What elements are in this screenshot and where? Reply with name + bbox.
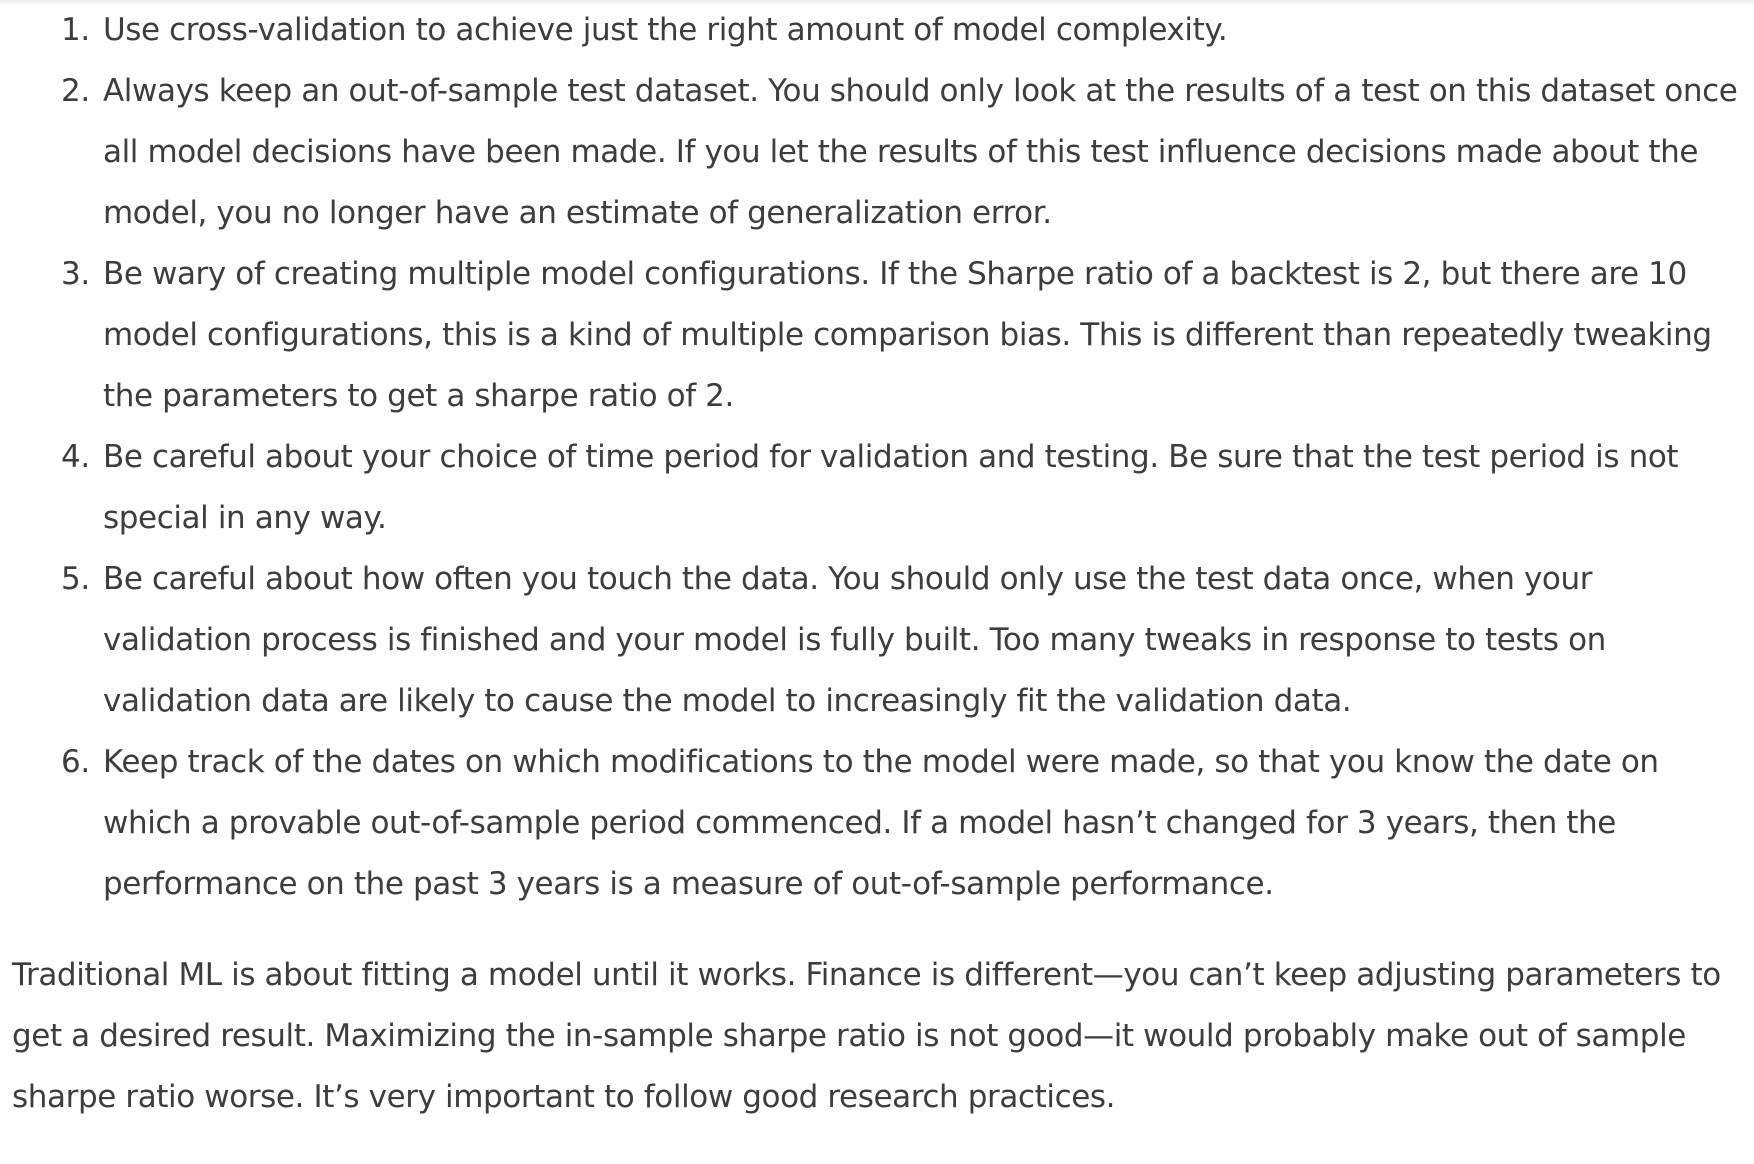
- list-item-text: Keep track of the dates on which modific…: [103, 744, 1659, 902]
- list-item-number: 5.: [61, 561, 90, 597]
- list-item-text: Always keep an out-of-sample test datase…: [103, 73, 1738, 231]
- research-practices-list: 1. Use cross-validation to achieve just …: [12, 0, 1742, 915]
- list-item: 2. Always keep an out-of-sample test dat…: [12, 61, 1742, 244]
- article-content: 1. Use cross-validation to achieve just …: [12, 0, 1742, 1128]
- list-item-text: Be careful about how often you touch the…: [103, 561, 1606, 719]
- list-item-text: Be careful about your choice of time per…: [103, 439, 1679, 536]
- list-item-text: Be wary of creating multiple model confi…: [103, 256, 1712, 414]
- list-item: 6. Keep track of the dates on which modi…: [12, 732, 1742, 915]
- list-item: 5. Be careful about how often you touch …: [12, 549, 1742, 732]
- list-item-number: 6.: [61, 744, 90, 780]
- list-item-number: 2.: [61, 73, 90, 109]
- top-edge-shadow: [0, 0, 1754, 6]
- summary-paragraph: Traditional ML is about fitting a model …: [12, 957, 1721, 1115]
- list-item-number: 3.: [61, 256, 90, 292]
- list-item: 1. Use cross-validation to achieve just …: [12, 0, 1742, 61]
- list-item-number: 4.: [61, 439, 90, 475]
- list-item: 4. Be careful about your choice of time …: [12, 427, 1742, 549]
- list-item-number: 1.: [61, 12, 90, 48]
- list-item-text: Use cross-validation to achieve just the…: [103, 12, 1228, 48]
- list-item: 3. Be wary of creating multiple model co…: [12, 244, 1742, 427]
